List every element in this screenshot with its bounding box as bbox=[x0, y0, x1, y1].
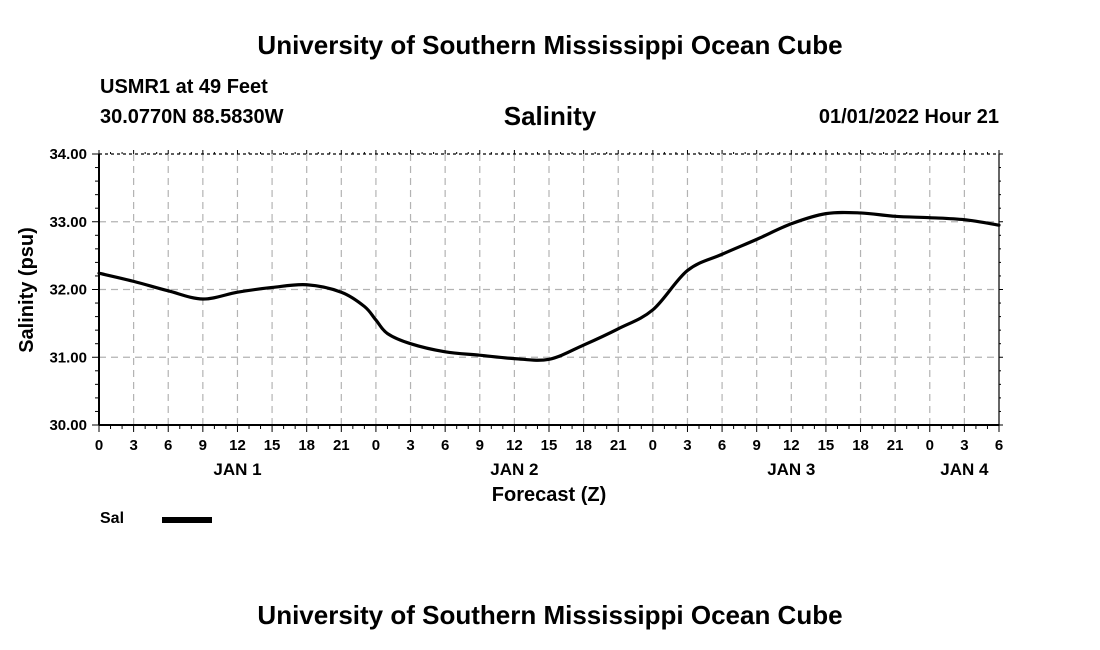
series-layer bbox=[97, 210, 1001, 362]
y-tick-label: 30.00 bbox=[49, 417, 87, 434]
x-tick-label: 21 bbox=[887, 437, 904, 454]
x-tick-label: 21 bbox=[610, 437, 627, 454]
chart-title: Salinity bbox=[503, 101, 597, 131]
page-title-bottom: University of Southern Mississippi Ocean… bbox=[257, 600, 843, 630]
y-tick-label: 34.00 bbox=[49, 146, 87, 163]
y-tick-label: 31.00 bbox=[49, 349, 87, 366]
y-tick-label: 33.00 bbox=[49, 214, 87, 231]
x-tick-label: 15 bbox=[541, 437, 558, 454]
x-tick-label: 9 bbox=[199, 437, 207, 454]
x-tick-label: 3 bbox=[960, 437, 968, 454]
x-tick-label: 6 bbox=[718, 437, 726, 454]
x-tick-label: 0 bbox=[372, 437, 380, 454]
x-tick-label: 3 bbox=[406, 437, 414, 454]
day-label: JAN 2 bbox=[490, 460, 538, 479]
x-tick-label: 0 bbox=[649, 437, 657, 454]
x-tick-label: 9 bbox=[476, 437, 484, 454]
x-tick-label: 21 bbox=[333, 437, 350, 454]
x-tick-label: 0 bbox=[95, 437, 103, 454]
page-title-top: University of Southern Mississippi Ocean… bbox=[257, 30, 843, 60]
series-line-sal bbox=[97, 210, 1001, 362]
x-tick-label: 12 bbox=[506, 437, 523, 454]
x-tick-label: 15 bbox=[264, 437, 281, 454]
grid-lines bbox=[99, 154, 999, 425]
x-tick-label: 6 bbox=[441, 437, 449, 454]
x-tick-label: 18 bbox=[575, 437, 592, 454]
station-label: USMR1 at 49 Feet bbox=[100, 76, 268, 98]
axis-ticks bbox=[92, 150, 1003, 432]
legend-swatch-sal bbox=[162, 517, 212, 523]
x-tick-label: 18 bbox=[852, 437, 869, 454]
x-tick-label: 3 bbox=[683, 437, 691, 454]
y-axis-label: Salinity (psu) bbox=[16, 227, 38, 353]
x-tick-label: 6 bbox=[995, 437, 1003, 454]
forecast-timestamp: 01/01/2022 Hour 21 bbox=[818, 106, 999, 128]
x-tick-label: 3 bbox=[129, 437, 137, 454]
x-tick-label: 18 bbox=[298, 437, 315, 454]
day-label: JAN 1 bbox=[213, 460, 261, 479]
day-label: JAN 3 bbox=[767, 460, 815, 479]
x-tick-label: 9 bbox=[753, 437, 761, 454]
plot-frame bbox=[98, 153, 1000, 426]
x-tick-label: 15 bbox=[818, 437, 835, 454]
x-tick-label: 0 bbox=[926, 437, 934, 454]
y-tick-label: 32.00 bbox=[49, 282, 87, 299]
axis-labels: 0 3 6 9 12 15 18 21 0 3 6 9 12 15 18 21 0 3 6 9 12 15 18 21 0 3 6 3… bbox=[16, 146, 1003, 506]
x-axis-label: Forecast (Z) bbox=[492, 484, 606, 506]
legend-label-sal: Sal bbox=[100, 510, 125, 527]
day-label: JAN 4 bbox=[940, 460, 989, 479]
x-tick-label: 12 bbox=[783, 437, 800, 454]
x-tick-label: 6 bbox=[164, 437, 172, 454]
station-coords: 30.0770N 88.5830W bbox=[100, 106, 284, 128]
x-tick-label: 12 bbox=[229, 437, 246, 454]
